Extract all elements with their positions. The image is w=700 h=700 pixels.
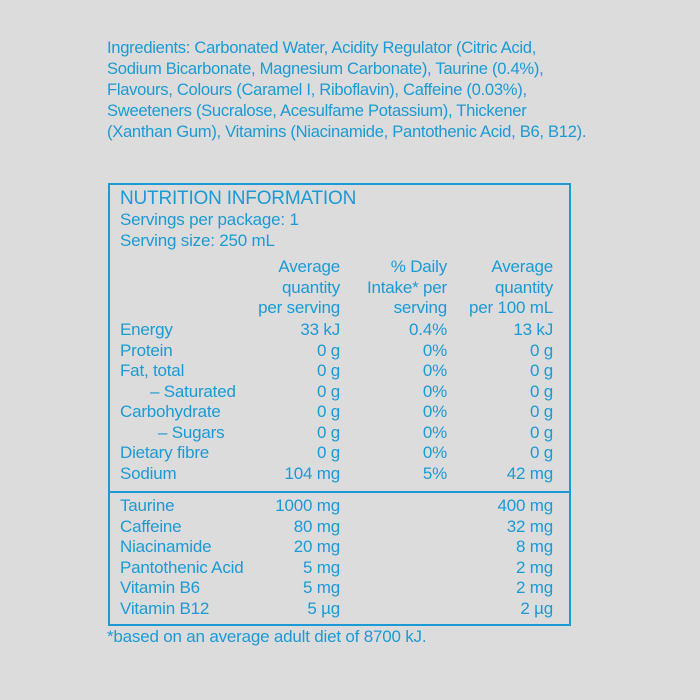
extra-nutrient-row: Niacinamide 20 mg 8 mg	[110, 537, 569, 558]
footnote: *based on an average adult diet of 8700 …	[107, 627, 427, 646]
header-daily-intake: serving	[393, 298, 448, 317]
nutrition-panel: NUTRITION INFORMATION Servings per packa…	[108, 183, 571, 626]
header-row: per serving serving per 100 mL	[110, 298, 569, 319]
per-serving-value: 1000 mg	[275, 496, 340, 515]
extra-nutrient-row: Vitamin B12 5 µg 2 µg	[110, 599, 569, 620]
daily-intake-value: 0%	[422, 361, 447, 380]
nutrient-name: Carbohydrate	[120, 402, 221, 421]
per-serving-value: 0 g	[316, 443, 340, 462]
serving-size: Serving size: 250 mL	[120, 230, 275, 250]
nutrient-row: Carbohydrate 0 g 0% 0 g	[110, 402, 569, 423]
header-row: quantity Intake* per quantity	[110, 278, 569, 299]
servings-per-package: Servings per package: 1	[120, 210, 299, 229]
nutrient-row: Fat, total 0 g 0% 0 g	[110, 361, 569, 382]
nutrient-name: Fat, total	[120, 361, 185, 380]
nutrient-name: Dietary fibre	[120, 443, 210, 462]
daily-intake-value: 0%	[422, 340, 447, 360]
per-100ml-value: 0 g	[529, 381, 553, 401]
nutrient-name: Niacinamide	[120, 537, 212, 556]
per-100ml-value: 0 g	[529, 443, 553, 462]
per-serving-value: 5 mg	[303, 578, 340, 597]
per-serving-value: 104 mg	[284, 463, 340, 483]
daily-intake-value: 0%	[422, 422, 447, 442]
nutrient-name: Pantothenic Acid	[120, 557, 244, 577]
header-daily-intake: % Daily	[390, 257, 447, 276]
per-serving-value: 0 g	[316, 422, 340, 442]
per-serving-value: 5 µg	[307, 598, 340, 618]
header-row: Average % Daily Average	[110, 257, 569, 278]
nutrient-name: – Sugars	[158, 422, 225, 442]
nutrient-row: Protein 0 g 0% 0 g	[110, 341, 569, 362]
per-serving-value: 0 g	[316, 402, 340, 421]
nutrient-row: Sodium 104 mg 5% 42 mg	[110, 464, 569, 485]
nutrient-name: Vitamin B6	[120, 578, 200, 597]
per-100ml-value: 2 mg	[516, 557, 553, 577]
nutrient-name: Sodium	[120, 463, 177, 483]
per-serving-value: 80 mg	[293, 516, 340, 536]
header-per-100ml: quantity	[495, 277, 553, 297]
ingredients-text: Ingredients: Carbonated Water, Acidity R…	[107, 38, 587, 141]
per-serving-value: 0 g	[316, 340, 340, 360]
per-100ml-value: 0 g	[529, 361, 553, 380]
per-100ml-value: 0 g	[529, 422, 553, 442]
per-100ml-value: 2 mg	[516, 578, 553, 597]
per-100ml-value: 42 mg	[506, 463, 553, 483]
header-per-serving: quantity	[282, 277, 340, 297]
daily-intake-value: 0.4%	[409, 320, 447, 339]
per-serving-value: 0 g	[316, 381, 340, 401]
per-100ml-value: 2 µg	[520, 598, 553, 618]
per-100ml-value: 8 mg	[516, 537, 553, 556]
header-per-100ml: Average	[491, 257, 553, 276]
per-100ml-value: 400 mg	[497, 496, 553, 515]
per-serving-value: 20 mg	[293, 537, 340, 556]
nutrient-name: Caffeine	[120, 516, 182, 536]
nutrient-name: Protein	[120, 340, 173, 360]
nutrient-name: Energy	[120, 320, 173, 339]
nutrient-name: Taurine	[120, 496, 175, 515]
per-serving-value: 33 kJ	[300, 320, 340, 339]
per-100ml-value: 32 mg	[506, 516, 553, 536]
header-per-serving: Average	[278, 257, 340, 276]
nutrient-name: Vitamin B12	[120, 598, 210, 618]
per-serving-value: 5 mg	[303, 557, 340, 577]
header-daily-intake: Intake* per	[366, 277, 447, 297]
header-per-serving: per serving	[258, 298, 340, 317]
per-100ml-value: 0 g	[529, 402, 553, 421]
extra-nutrient-row: Pantothenic Acid 5 mg 2 mg	[110, 558, 569, 579]
nutrient-row: – Saturated 0 g 0% 0 g	[110, 382, 569, 403]
panel-divider	[110, 491, 569, 493]
extra-nutrient-row: Vitamin B6 5 mg 2 mg	[110, 578, 569, 599]
extra-nutrient-row: Caffeine 80 mg 32 mg	[110, 517, 569, 538]
nutrient-row: – Sugars 0 g 0% 0 g	[110, 423, 569, 444]
per-100ml-value: 13 kJ	[513, 320, 553, 339]
nutrient-name: – Saturated	[150, 381, 236, 401]
nutrient-row: Dietary fibre 0 g 0% 0 g	[110, 443, 569, 464]
header-per-100ml: per 100 mL	[469, 298, 553, 317]
per-serving-value: 0 g	[316, 361, 340, 380]
daily-intake-value: 0%	[422, 381, 447, 401]
daily-intake-value: 0%	[422, 402, 447, 421]
daily-intake-value: 0%	[422, 443, 447, 462]
extra-nutrient-row: Taurine 1000 mg 400 mg	[110, 496, 569, 517]
panel-title: NUTRITION INFORMATION	[120, 188, 357, 209]
nutrient-row: Energy 33 kJ 0.4% 13 kJ	[110, 320, 569, 341]
per-100ml-value: 0 g	[529, 340, 553, 360]
daily-intake-value: 5%	[422, 463, 447, 483]
